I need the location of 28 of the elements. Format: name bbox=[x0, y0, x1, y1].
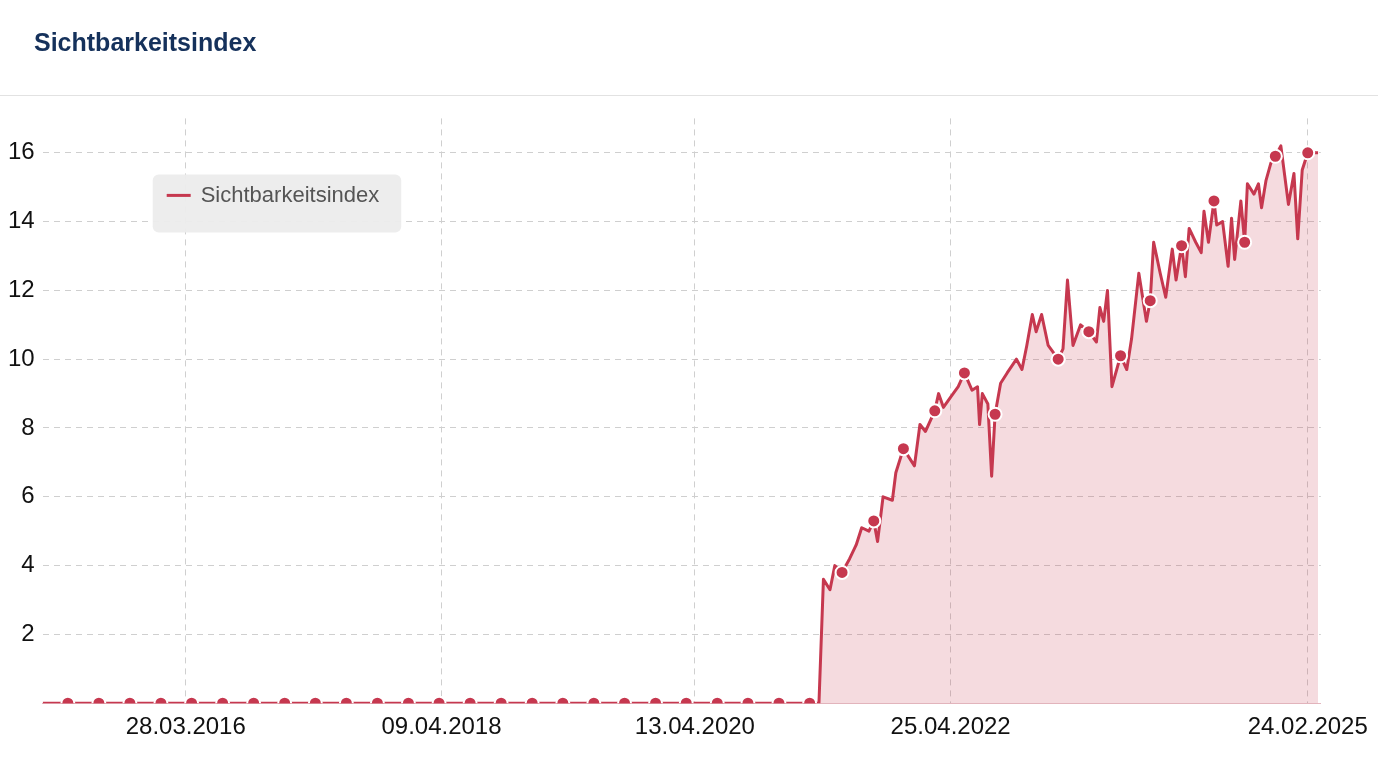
x-tick-label: 09.04.2018 bbox=[381, 712, 502, 740]
point bbox=[1237, 234, 1253, 250]
point bbox=[895, 441, 911, 457]
y-tick-label: 2 bbox=[21, 619, 35, 647]
y-tick-label: 10 bbox=[7, 343, 35, 371]
y-tick-label: 8 bbox=[21, 412, 35, 440]
point bbox=[1300, 145, 1316, 161]
point bbox=[1174, 238, 1190, 254]
y-tick-label: 6 bbox=[21, 481, 35, 509]
point bbox=[1050, 351, 1066, 367]
point bbox=[834, 564, 850, 580]
point bbox=[1081, 324, 1097, 340]
y-tick-label: 14 bbox=[7, 206, 35, 234]
x-tick-label: 25.04.2022 bbox=[890, 712, 1011, 740]
y-tick-label: 4 bbox=[21, 550, 35, 578]
x-tick-label: 24.02.2025 bbox=[1247, 712, 1368, 740]
point bbox=[1113, 348, 1129, 364]
legend-label: Sichtbarkeitsindex bbox=[200, 182, 380, 208]
point bbox=[1142, 293, 1158, 309]
point bbox=[987, 406, 1003, 422]
chart-title: Sichtbarkeitsindex bbox=[34, 28, 258, 57]
point bbox=[1206, 193, 1222, 209]
y-tick-label: 16 bbox=[7, 137, 35, 165]
x-tick-label: 28.03.2016 bbox=[125, 712, 246, 740]
point bbox=[927, 403, 943, 419]
y-tick-label: 12 bbox=[7, 275, 35, 303]
point bbox=[1267, 148, 1283, 164]
x-tick-label: 13.04.2020 bbox=[634, 712, 755, 740]
